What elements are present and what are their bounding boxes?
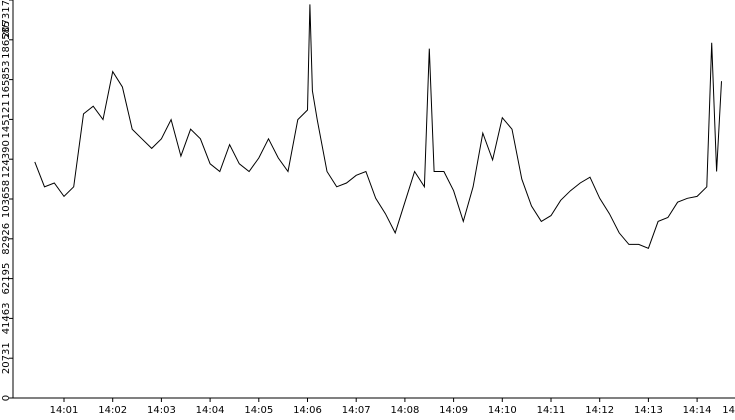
y-tick-label: 145121 <box>1 100 12 138</box>
y-tick-label: 103658 <box>1 180 12 218</box>
y-axis-ticks: 0207314146362195829261036581243901451211… <box>1 0 13 401</box>
y-tick-label: 20731 <box>1 342 12 374</box>
x-tick-label: 14:04 <box>196 405 225 415</box>
x-axis-ticks: 14:01 14:02 14:03 14:04 14:05 14:06 14:07 14:08… <box>50 398 735 416</box>
y-tick-label: 0 <box>1 395 12 401</box>
x-tick-label: 14:01 <box>50 405 79 415</box>
x-tick-label: 14:05 <box>244 405 273 415</box>
y-tick-label: 165853 <box>1 61 12 99</box>
y-tick-label: 207317 <box>1 0 12 38</box>
x-tick-label: 14:08 <box>390 405 419 415</box>
y-tick-label: 186585 <box>1 21 12 59</box>
x-tick-label: 14:02 <box>98 405 127 415</box>
x-tick-label: 14:12 <box>585 405 614 415</box>
x-tick-label: 14:13 <box>634 405 663 415</box>
x-tick-label: 14 <box>722 405 735 415</box>
x-tick-label: 14:06 <box>293 405 322 415</box>
x-tick-label: 14:07 <box>342 405 371 415</box>
x-tick-label: 14:03 <box>147 405 176 415</box>
y-tick-label: 82926 <box>1 223 12 255</box>
x-tick-label: 14:10 <box>488 405 517 415</box>
y-tick-label: 62195 <box>1 263 12 295</box>
series-line <box>34 4 722 249</box>
x-tick-label: 14:11 <box>537 405 566 415</box>
y-tick-label: 41463 <box>1 302 12 334</box>
x-tick-label: 14:09 <box>439 405 468 415</box>
x-tick-label: 14:14 <box>683 405 712 415</box>
y-tick-label: 124390 <box>1 140 12 178</box>
